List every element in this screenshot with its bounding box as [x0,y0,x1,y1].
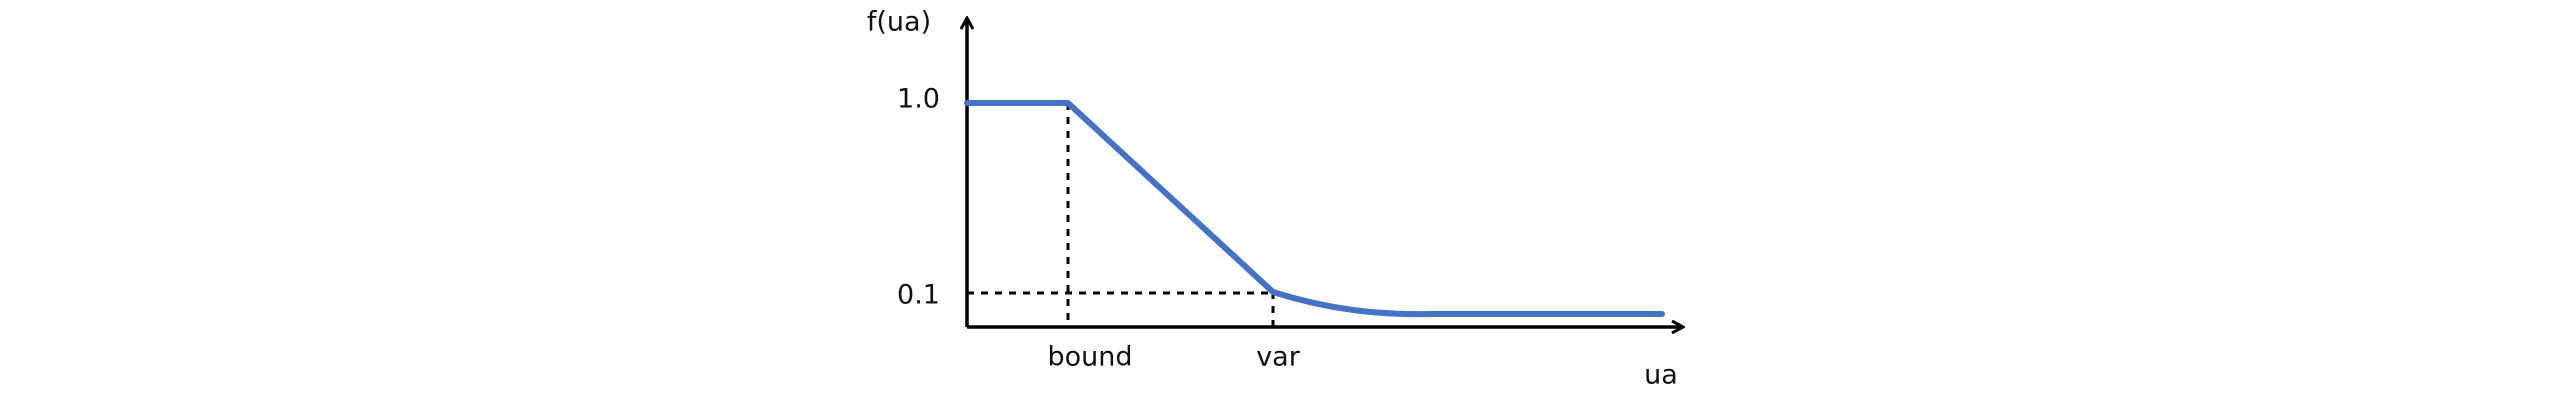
x-mark-label: var [1256,342,1301,373]
y-axis-label: f(ua) [867,7,931,38]
x-axis-label: ua [1644,360,1678,391]
y-mark-label: 0.1 [897,280,940,311]
curve [964,100,1665,318]
x-mark-label: bound [1047,342,1132,373]
y-mark-label: 1.0 [897,84,940,115]
